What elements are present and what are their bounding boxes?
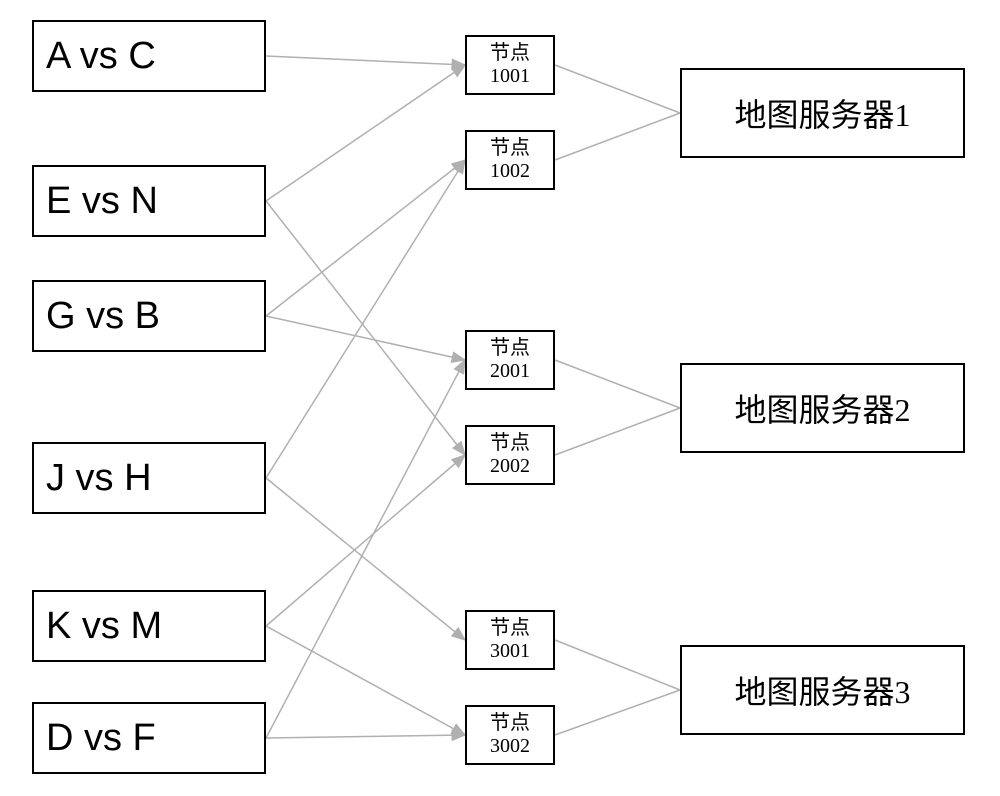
node-label-line2: 1001	[490, 65, 530, 88]
match-label: E vs N	[46, 180, 158, 223]
match-box: K vs M	[32, 590, 266, 662]
match-box: D vs F	[32, 702, 266, 774]
arrow-match-to-node	[266, 455, 465, 626]
line-node-to-server	[555, 408, 680, 455]
node-label-line2: 3001	[490, 640, 530, 663]
arrow-match-to-node	[266, 201, 465, 455]
match-label: A vs C	[46, 35, 156, 78]
arrow-match-to-node	[266, 735, 465, 738]
match-label: J vs H	[46, 457, 152, 500]
node-box: 节点2002	[465, 425, 555, 485]
arrow-match-to-node	[266, 360, 465, 738]
node-label-line1: 节点	[490, 337, 530, 360]
node-label-line2: 1002	[490, 160, 530, 183]
diagram-canvas: A vs CE vs NG vs BJ vs HK vs MD vs F节点10…	[0, 0, 1000, 796]
match-box: G vs B	[32, 280, 266, 352]
arrow-match-to-node	[266, 316, 465, 360]
line-node-to-server	[555, 640, 680, 690]
node-box: 节点2001	[465, 330, 555, 390]
node-label-line1: 节点	[490, 432, 530, 455]
match-box: J vs H	[32, 442, 266, 514]
node-label-line1: 节点	[490, 137, 530, 160]
node-box: 节点1002	[465, 130, 555, 190]
match-label: K vs M	[46, 605, 162, 648]
node-box: 节点3001	[465, 610, 555, 670]
node-box: 节点3002	[465, 705, 555, 765]
arrow-match-to-node	[266, 56, 465, 65]
node-label-line1: 节点	[490, 712, 530, 735]
match-label: D vs F	[46, 717, 156, 760]
arrow-match-to-node	[266, 160, 465, 316]
node-label-line2: 2001	[490, 360, 530, 383]
node-label-line2: 3002	[490, 735, 530, 758]
arrow-match-to-node	[266, 65, 465, 201]
node-label-line2: 2002	[490, 455, 530, 478]
arrow-match-to-node	[266, 160, 465, 478]
match-label: G vs B	[46, 295, 160, 338]
match-box: A vs C	[32, 20, 266, 92]
line-node-to-server	[555, 65, 680, 113]
match-box: E vs N	[32, 165, 266, 237]
server-label: 地图服务器1	[734, 90, 910, 136]
server-label: 地图服务器3	[734, 667, 910, 713]
server-box: 地图服务器3	[680, 645, 965, 735]
line-node-to-server	[555, 360, 680, 408]
node-label-line1: 节点	[490, 42, 530, 65]
server-label: 地图服务器2	[734, 385, 910, 431]
line-node-to-server	[555, 690, 680, 735]
node-label-line1: 节点	[490, 617, 530, 640]
line-node-to-server	[555, 113, 680, 160]
arrow-match-to-node	[266, 478, 465, 640]
server-box: 地图服务器1	[680, 68, 965, 158]
arrow-match-to-node	[266, 626, 465, 735]
node-box: 节点1001	[465, 35, 555, 95]
server-box: 地图服务器2	[680, 363, 965, 453]
